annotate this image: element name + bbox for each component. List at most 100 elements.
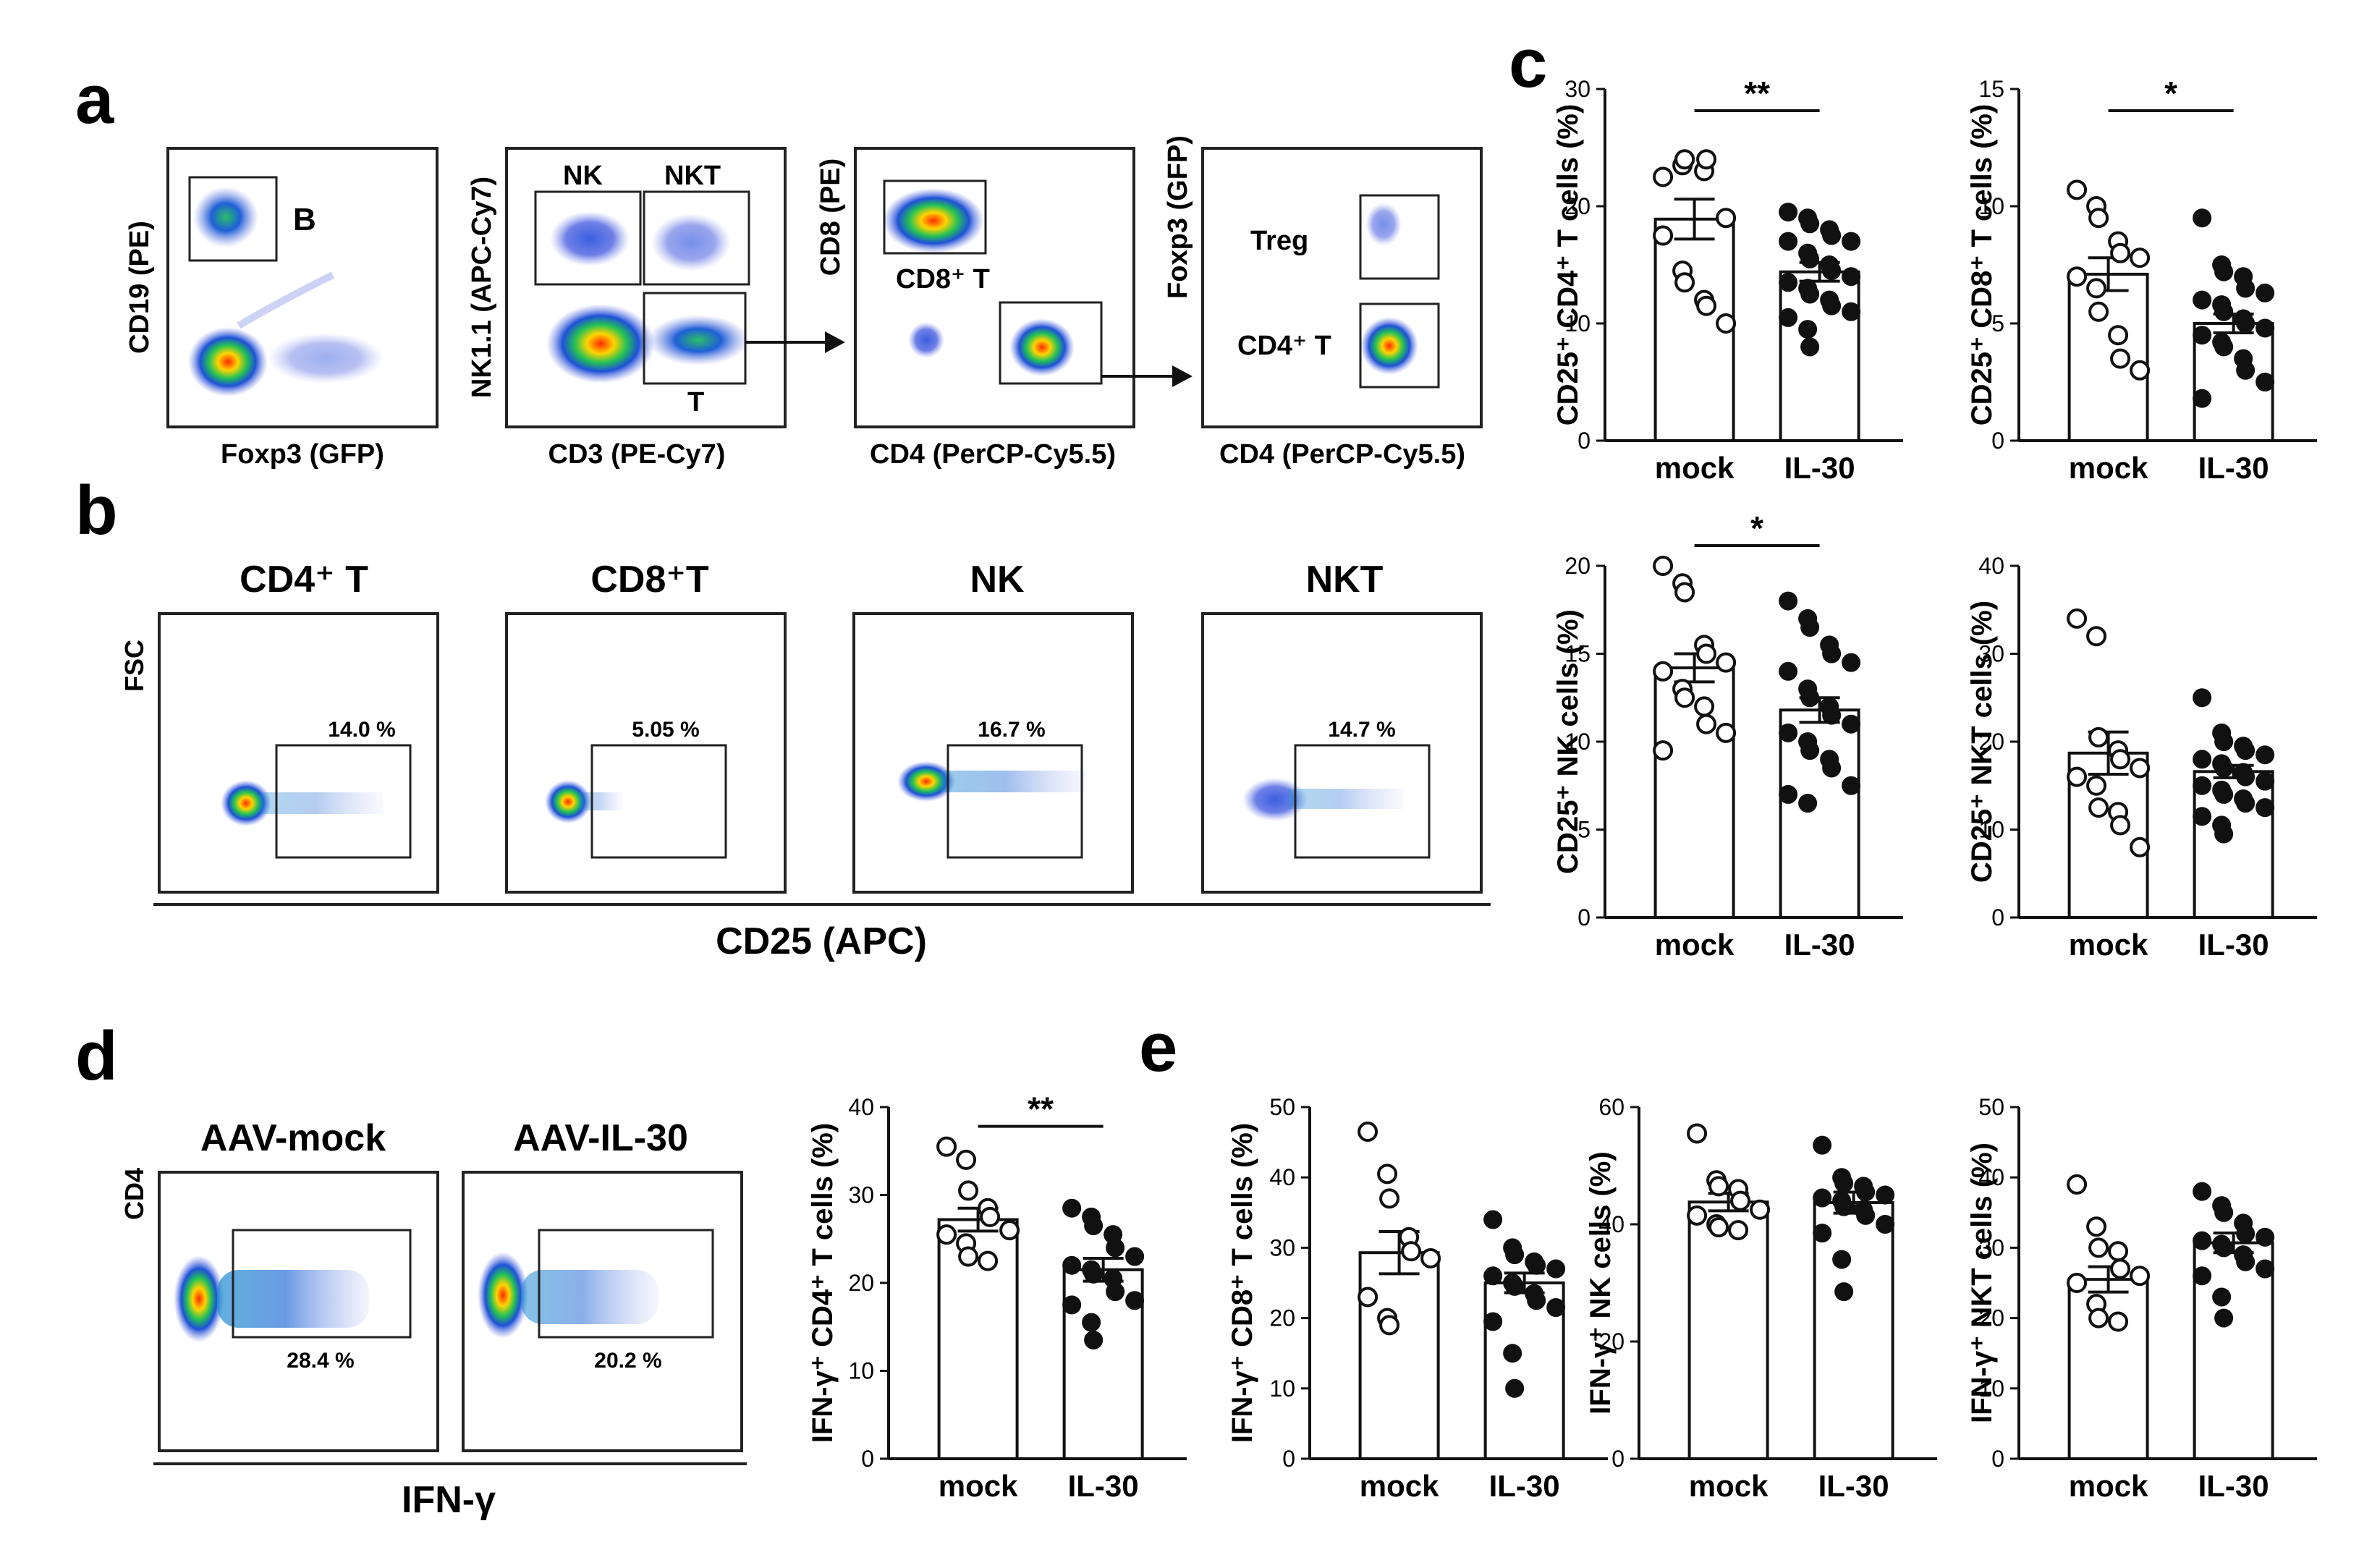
category-label: mock [1655, 451, 1734, 485]
data-point-IL-30 [1125, 1247, 1145, 1266]
axis-label-x: Foxp3 (GFP) [221, 439, 384, 470]
data-point-IL-30 [1062, 1295, 1082, 1315]
gating-arrow [1101, 365, 1193, 387]
data-point-mock [956, 1149, 977, 1170]
plot-title: NKT [1306, 559, 1384, 601]
data-point-IL-30 [1800, 688, 1820, 708]
data-point-mock [1716, 652, 1737, 673]
data-point-IL-30 [1800, 741, 1820, 760]
data-point-IL-30 [1779, 308, 1798, 327]
category-label: mock [1360, 1469, 1439, 1503]
data-point-IL-30 [1842, 776, 1861, 795]
data-point-IL-30 [1842, 653, 1861, 672]
category-label: mock [2069, 928, 2148, 962]
y-tick-label: 20 [1269, 1305, 1295, 1331]
data-point-IL-30 [1779, 784, 1798, 804]
data-point-IL-30 [2193, 1182, 2212, 1201]
data-point-IL-30 [1062, 1198, 1082, 1218]
data-point-IL-30 [1779, 591, 1798, 611]
data-point-IL-30 [2193, 688, 2212, 708]
data-point-IL-30 [2193, 326, 2212, 345]
data-point-mock [2108, 1311, 2129, 1332]
data-point-mock [2108, 1241, 2129, 1262]
gate-percent: 5.05 % [632, 718, 699, 742]
data-point-mock [1653, 556, 1674, 576]
y-axis-label: CD25⁺ CD4⁺ T cells (%) [1552, 104, 1584, 426]
data-point-mock [958, 1180, 979, 1201]
data-point-IL-30 [1842, 267, 1861, 287]
data-point-mock [1653, 661, 1674, 682]
data-point-IL-30 [1834, 1174, 1854, 1193]
data-point-IL-30 [1800, 214, 1820, 234]
axis-label-x: CD3 (PE-Cy7) [548, 439, 726, 470]
data-point-IL-30 [2193, 1266, 2212, 1286]
category-label: IL-30 [1489, 1469, 1560, 1503]
bar-IL-30 [1779, 270, 1860, 442]
y-tick-label: 0 [1991, 428, 2004, 454]
data-point-IL-30 [2214, 732, 2234, 751]
data-point-IL-30 [2255, 771, 2275, 791]
bar-mock [2067, 272, 2149, 442]
data-point-IL-30 [1527, 1291, 1546, 1310]
gate-label-nkt: NKT [664, 161, 721, 191]
plot-title: CD8⁺T [590, 559, 708, 601]
y-axis-label: CD25⁺ NKT cells (%) [1966, 601, 1998, 883]
plot-title: AAV-mock [200, 1117, 386, 1159]
data-point-IL-30 [1822, 296, 1842, 315]
y-axis-label: CD25⁺ NK cells (%) [1552, 609, 1584, 874]
data-point-IL-30 [1106, 1238, 1125, 1258]
y-tick-label: 20 [1978, 1305, 2004, 1331]
gate-percent: 16.7 % [978, 718, 1045, 742]
axis-label-x: CD4 (PerCP-Cy5.5) [870, 439, 1116, 470]
axis-label-y: CD19 (PE) [124, 221, 155, 354]
category-label: mock [2069, 1469, 2148, 1503]
data-point-mock [1730, 1190, 1751, 1211]
data-point-IL-30 [1483, 1312, 1503, 1331]
data-point-IL-30 [1800, 618, 1820, 637]
data-point-IL-30 [2236, 1224, 2255, 1243]
y-tick-label: 10 [1978, 817, 2004, 843]
data-point-mock [1379, 1315, 1400, 1336]
data-point-mock [1696, 643, 1717, 664]
gate-percent: 14.0 % [328, 718, 395, 742]
data-point-mock [2067, 608, 2088, 629]
y-tick-label: 10 [1564, 729, 1590, 755]
data-point-IL-30 [1822, 705, 1842, 725]
y-tick-label: 40 [1978, 553, 2004, 579]
bar-chart-e3: 0 10 20 30 40 50 IFN-γ⁺ NKT cells (%) mock IL-30 [1966, 1094, 2317, 1503]
y-tick-label: 10 [1269, 1376, 1295, 1402]
panel-label-a: a [75, 61, 114, 138]
bar-chart-c4: 0 10 20 30 40 CD25⁺ NKT cells (%) mock IL-30 [1966, 553, 2317, 962]
y-tick-label: 40 [848, 1094, 874, 1120]
axis-label-y-fsc: FSC [119, 640, 149, 692]
significance-label: * [2164, 75, 2177, 112]
category-label: IL-30 [2198, 928, 2269, 962]
y-tick-label: 0 [1577, 428, 1590, 454]
y-tick-label: 60 [1598, 1094, 1625, 1120]
data-point-IL-30 [1779, 661, 1798, 681]
flow-plot-cd25-cd4t: CD4⁺ T 14.0 % [158, 559, 439, 894]
bar-mock [2067, 1278, 2149, 1461]
data-point-IL-30 [1813, 1135, 1832, 1155]
y-tick-label: 10 [1978, 193, 2004, 219]
y-tick-label: 0 [1577, 904, 1590, 931]
plot-title: NK [970, 559, 1025, 601]
data-point-mock [2067, 1174, 2088, 1195]
data-point-mock [1377, 1164, 1398, 1185]
data-point-IL-30 [2255, 1227, 2275, 1247]
data-point-mock [1716, 722, 1737, 743]
data-point-IL-30 [2255, 318, 2275, 338]
y-tick-label: 10 [1564, 310, 1590, 336]
data-point-IL-30 [1779, 723, 1798, 742]
axis-label-y: Foxp3 (GFP) [1163, 135, 1193, 299]
data-point-mock [2110, 348, 2131, 369]
data-point-IL-30 [2214, 262, 2234, 281]
data-point-mock [2108, 325, 2129, 346]
data-point-IL-30 [1527, 1255, 1546, 1275]
data-point-mock [1674, 582, 1695, 603]
panel-a: B Foxp3 (GFP) CD19 (PE) NK NKT T CD3 (PE… [124, 135, 1483, 470]
y-tick-label: 20 [1978, 729, 2004, 755]
data-point-mock [1708, 1176, 1729, 1197]
gate-label-nk: NK [563, 161, 603, 191]
